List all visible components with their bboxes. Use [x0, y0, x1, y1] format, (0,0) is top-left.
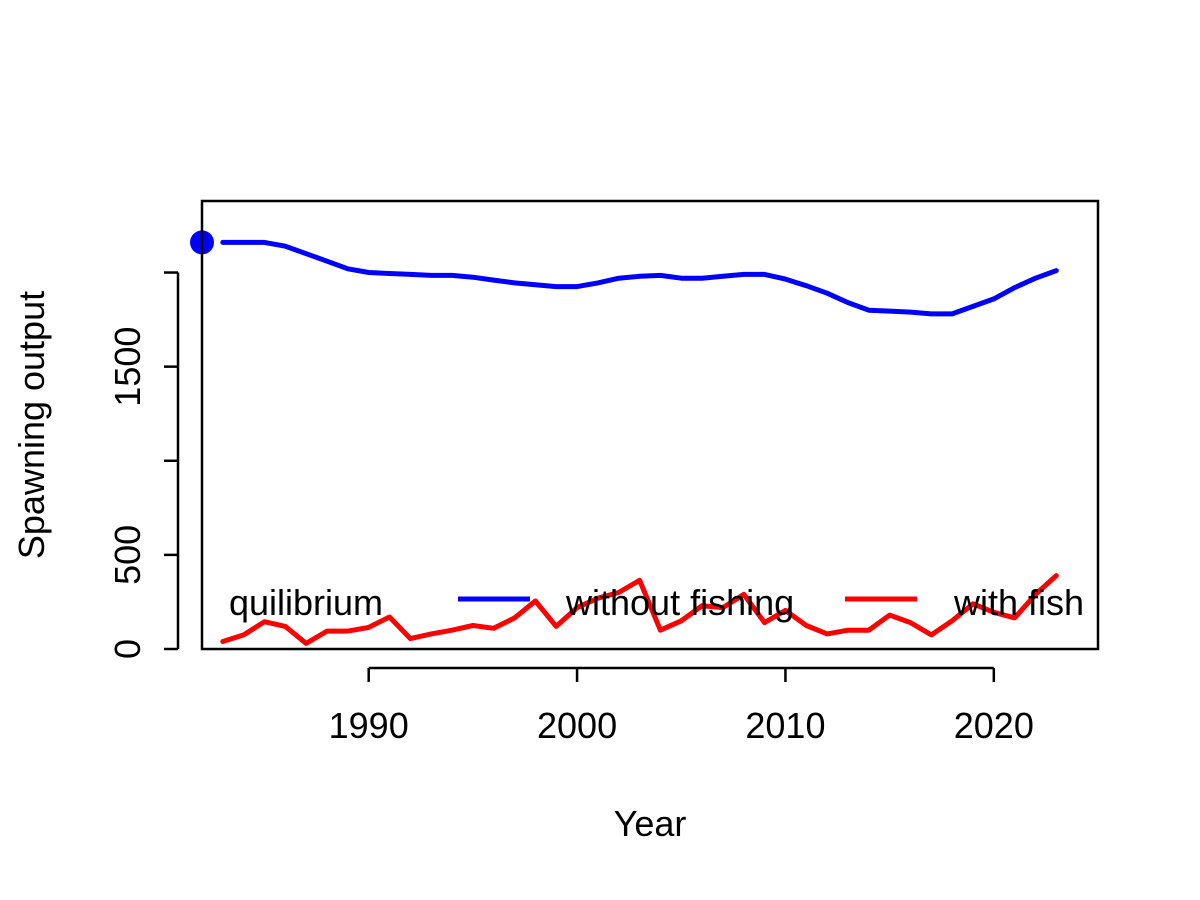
x-tick-label: 2000 [537, 705, 617, 746]
series-line-with-fishing [220, 573, 1059, 646]
x-tick-label: 2010 [745, 705, 825, 746]
axes: 1990 2000 2010 2020 0 500 1500 [107, 271, 1034, 746]
plot-layer [190, 230, 1059, 646]
y-tick-label: 500 [107, 525, 148, 585]
x-tick-label: 1990 [329, 705, 409, 746]
legend: quilibrium without fishing with fish [229, 582, 1084, 623]
y-axis-label: Spawning output [11, 291, 52, 559]
y-tick-label: 0 [107, 639, 148, 659]
legend-label-with-fishing: with fish [953, 582, 1084, 623]
x-tick-label: 2020 [954, 705, 1034, 746]
legend-items: quilibrium without fishing with fish [229, 582, 1084, 623]
y-tick-label: 1500 [107, 327, 148, 407]
plot-frame [200, 199, 1100, 651]
legend-label-equilibrium: quilibrium [229, 582, 383, 623]
x-axis-label: Year [614, 803, 687, 844]
series-line-without-fishing [220, 239, 1059, 317]
legend-label-without-fishing: without fishing [565, 582, 794, 623]
